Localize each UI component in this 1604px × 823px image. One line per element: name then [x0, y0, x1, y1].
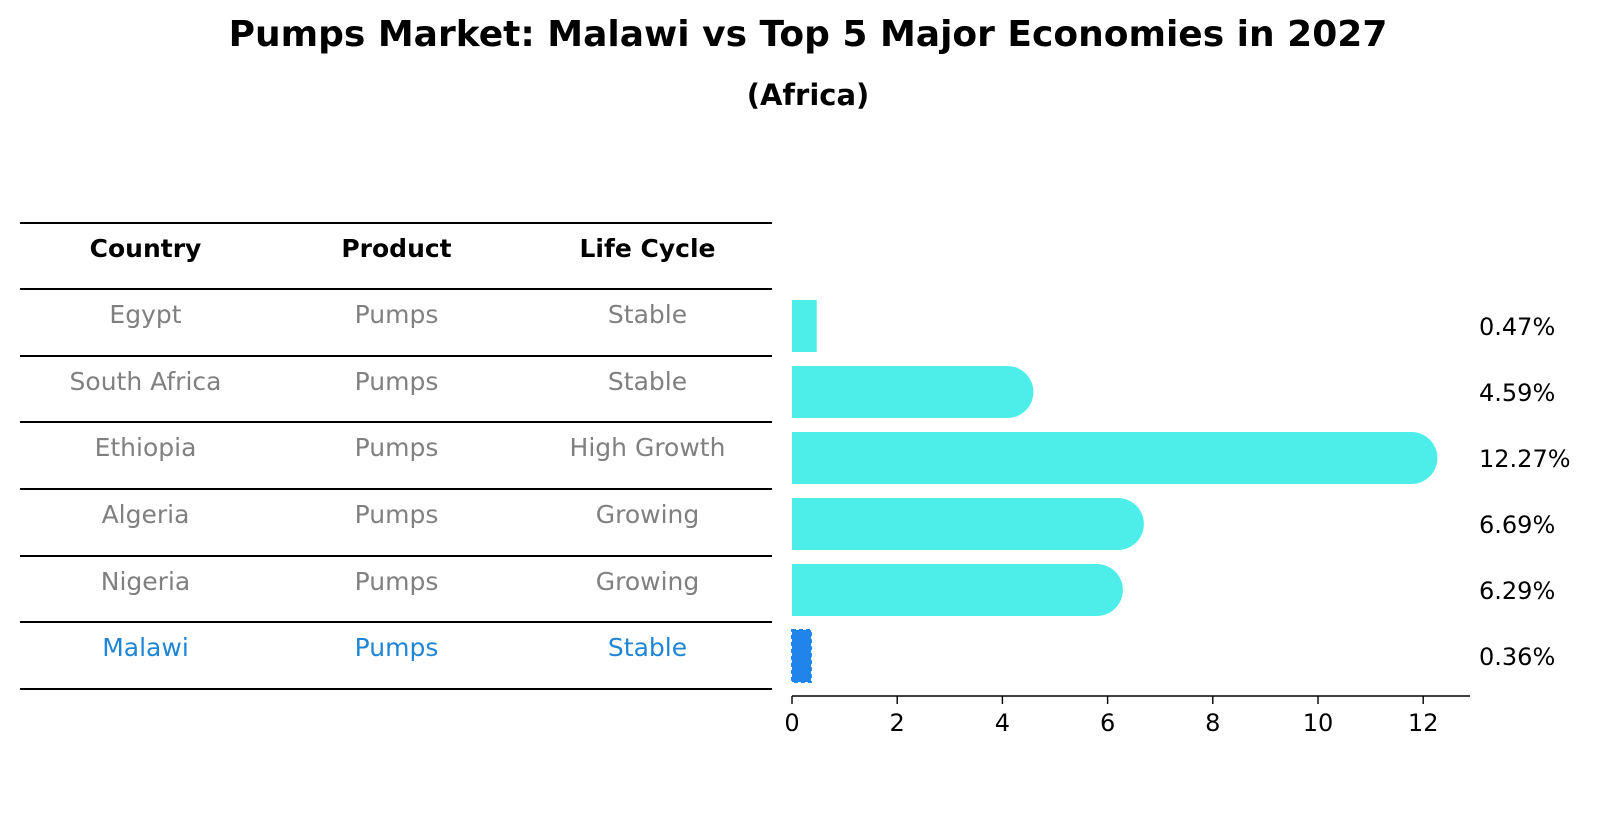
cell-country: Algeria: [101, 500, 190, 529]
cell-life-cycle: Stable: [607, 300, 688, 329]
cell-product: Pumps: [354, 300, 439, 329]
x-tick-label: 4: [995, 709, 1010, 737]
bar-egypt: [792, 300, 817, 352]
value-label: 6.69%: [1479, 511, 1555, 539]
table-rule: [20, 355, 772, 357]
value-label: 12.27%: [1479, 445, 1571, 473]
bar-nigeria: [792, 564, 1123, 616]
header-life-cycle: Life Cycle: [579, 234, 716, 263]
table-rule: [20, 555, 772, 557]
value-label: 0.36%: [1479, 643, 1555, 671]
cell-life-cycle: Growing: [595, 567, 700, 596]
table-rule: [20, 421, 772, 423]
value-label: 4.59%: [1479, 379, 1555, 407]
x-tick-label: 10: [1303, 709, 1334, 737]
value-label: 0.47%: [1479, 313, 1555, 341]
table-rule: [20, 688, 772, 690]
bar-south-africa: [792, 366, 1034, 418]
table-rule: [20, 222, 772, 224]
cell-product: Pumps: [354, 367, 439, 396]
x-tick-label: 12: [1408, 709, 1439, 737]
cell-country-highlight: Malawi: [102, 633, 189, 662]
cell-life-cycle: Stable: [607, 367, 688, 396]
table-rule: [20, 621, 772, 623]
value-label: 6.29%: [1479, 577, 1555, 605]
cell-life-cycle: Growing: [595, 500, 700, 529]
header-product: Product: [341, 234, 452, 263]
header-country: Country: [89, 234, 202, 263]
table-rule: [20, 488, 772, 490]
chart-title: Pumps Market: Malawi vs Top 5 Major Econ…: [228, 14, 1388, 55]
cell-country: Nigeria: [100, 567, 191, 596]
cell-life-cycle-highlight: Stable: [607, 633, 688, 662]
cell-country: Ethiopia: [94, 433, 197, 462]
x-tick-label: 0: [784, 709, 799, 737]
x-tick-label: 2: [890, 709, 905, 737]
cell-country: Egypt: [109, 300, 182, 329]
bar-ethiopia: [792, 432, 1438, 484]
cell-country: South Africa: [69, 367, 222, 396]
x-tick-label: 8: [1205, 709, 1220, 737]
cell-product: Pumps: [354, 500, 439, 529]
bar-algeria: [792, 498, 1144, 550]
cell-product: Pumps: [354, 433, 439, 462]
cell-life-cycle: High Growth: [569, 433, 726, 462]
cell-product: Pumps: [354, 567, 439, 596]
cell-product-highlight: Pumps: [354, 633, 439, 662]
x-tick-label: 6: [1100, 709, 1115, 737]
bar-malawi: [791, 629, 812, 683]
chart-subtitle: (Africa): [746, 78, 870, 112]
table-rule: [20, 288, 772, 290]
